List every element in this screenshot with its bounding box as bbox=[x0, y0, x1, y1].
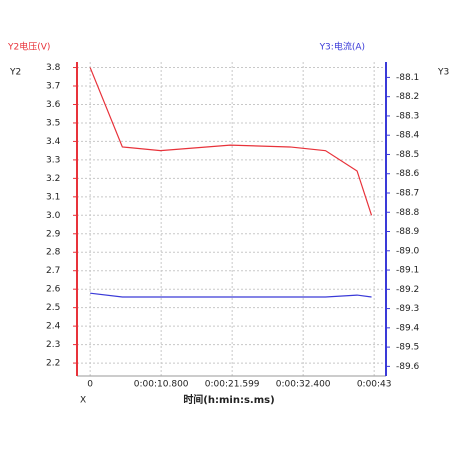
y-tick-label: 3.5 bbox=[46, 118, 60, 128]
y-tick-label: 3.8 bbox=[46, 63, 61, 73]
x-tick-label: 0:00:21.599 bbox=[205, 380, 260, 390]
y2-tick-label: -88.9 bbox=[396, 227, 420, 237]
y-tick-label: 3.3 bbox=[46, 155, 60, 165]
x-tick-label: 0:00:43 bbox=[357, 380, 392, 390]
x-title: 时间(h:min:s.ms) bbox=[183, 393, 274, 406]
y2-title: Y3:电流(A) bbox=[319, 41, 365, 53]
y2-tick-label: -88.7 bbox=[396, 188, 419, 198]
y-tick-label: 3.1 bbox=[46, 192, 60, 202]
y2-tick-label: -88.5 bbox=[396, 150, 419, 160]
y2-tick-label: -88.4 bbox=[396, 131, 420, 141]
y2-tick-label: -89.6 bbox=[396, 362, 420, 372]
y-tick-label: 2.2 bbox=[46, 359, 60, 369]
series-line bbox=[90, 292, 372, 298]
y2-tick-label: -89.5 bbox=[396, 343, 419, 353]
y-axis-name: Y2 bbox=[9, 68, 21, 78]
x-tick-label: 0:00:32.400 bbox=[276, 380, 331, 390]
x-axis-name: X bbox=[80, 396, 86, 406]
y2-tick-label: -88.6 bbox=[396, 169, 420, 179]
y-tick-label: 2.4 bbox=[46, 322, 61, 332]
y2-tick-label: -88.3 bbox=[396, 111, 419, 121]
y2-tick-label: -89.0 bbox=[396, 246, 420, 256]
y-tick-label: 2.8 bbox=[46, 248, 61, 258]
series-line bbox=[89, 67, 373, 216]
y2-tick-label: -89.4 bbox=[396, 323, 420, 333]
y-tick-label: 2.5 bbox=[46, 303, 60, 313]
y-tick-label: 3.7 bbox=[46, 82, 60, 92]
y2-tick-label: -89.2 bbox=[396, 285, 419, 295]
y-tick-label: 3.0 bbox=[46, 211, 61, 221]
y-tick-label: 2.6 bbox=[46, 285, 61, 295]
y2-axis-name: Y3 bbox=[437, 68, 449, 78]
y2-tick-label: -89.1 bbox=[396, 266, 419, 276]
y2-tick-label: -88.1 bbox=[396, 73, 419, 83]
y2-tick-label: -88.2 bbox=[396, 92, 419, 102]
x-tick-label: 0 bbox=[87, 380, 93, 390]
y-title: Y2电压(V) bbox=[7, 41, 50, 53]
y-tick-label: 2.9 bbox=[46, 229, 61, 239]
x-tick-label: 0:00:10.800 bbox=[134, 380, 189, 390]
y-tick-label: 2.3 bbox=[46, 340, 60, 350]
y-tick-label: 3.6 bbox=[46, 100, 61, 110]
y2-tick-label: -89.3 bbox=[396, 304, 419, 314]
y2-tick-label: -88.8 bbox=[396, 208, 420, 218]
y-tick-label: 3.2 bbox=[46, 174, 60, 184]
y-tick-label: 2.7 bbox=[46, 266, 60, 276]
y-tick-label: 3.4 bbox=[46, 137, 61, 147]
